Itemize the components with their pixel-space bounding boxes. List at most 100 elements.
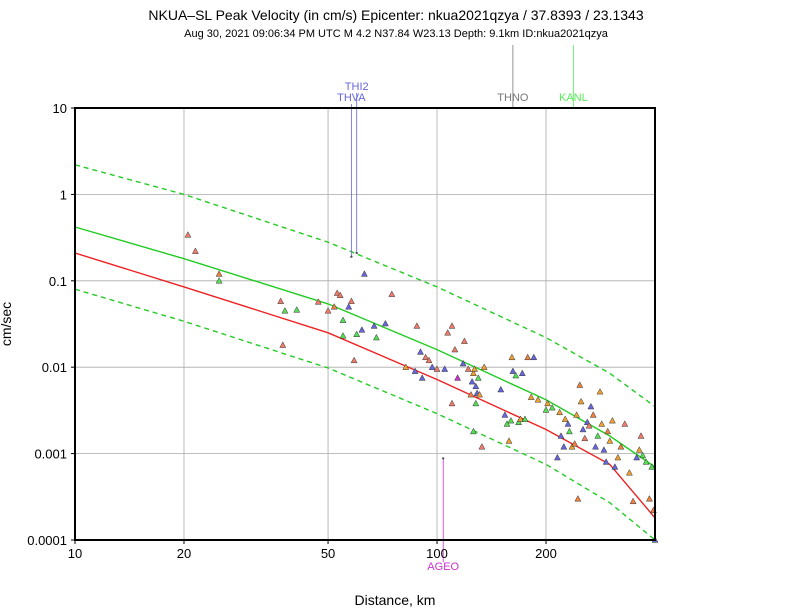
prediction-curves xyxy=(74,164,656,541)
station-marker xyxy=(355,251,358,255)
data-point xyxy=(534,396,542,403)
data-point xyxy=(503,420,511,427)
data-point xyxy=(530,353,538,361)
data-point xyxy=(598,420,606,427)
data-point xyxy=(621,420,629,427)
data-point xyxy=(480,363,488,370)
data-point xyxy=(515,418,523,425)
data-point xyxy=(402,363,410,370)
data-point xyxy=(277,297,285,304)
station-marker xyxy=(350,255,353,258)
data-point xyxy=(642,458,650,465)
data-point xyxy=(381,319,389,327)
data-point xyxy=(451,345,459,353)
data-point xyxy=(454,374,462,381)
data-point xyxy=(478,443,486,450)
data-point xyxy=(281,307,289,314)
data-point xyxy=(333,289,341,296)
data-point xyxy=(215,277,223,284)
curve-reference xyxy=(74,252,656,519)
data-point xyxy=(614,453,622,461)
data-point xyxy=(633,453,641,461)
data-point xyxy=(592,443,599,450)
data-point xyxy=(330,303,338,310)
data-point xyxy=(564,420,572,427)
data-point xyxy=(524,353,532,361)
data-point xyxy=(579,425,587,433)
data-point xyxy=(560,443,568,450)
data-point xyxy=(460,337,468,344)
y-tick-label: 0.0001 xyxy=(27,533,67,548)
data-point xyxy=(184,231,192,238)
data-point xyxy=(339,332,347,339)
data-point xyxy=(571,440,579,447)
data-point xyxy=(509,367,517,374)
data-point xyxy=(518,369,526,376)
station-label: THVA xyxy=(337,92,366,104)
data-point xyxy=(604,427,612,435)
data-point xyxy=(464,365,472,372)
data-point xyxy=(611,463,619,470)
station-label: THI2 xyxy=(345,81,369,93)
y-tick-label: 0.01 xyxy=(42,360,67,375)
data-point xyxy=(629,497,637,505)
data-point xyxy=(521,415,529,422)
data-point xyxy=(635,446,643,453)
data-point xyxy=(617,443,625,450)
data-point xyxy=(587,402,595,410)
plot-frame xyxy=(74,107,656,541)
curve-lower-bound xyxy=(74,288,656,541)
data-point xyxy=(507,416,515,424)
y-tick-label: 0.001 xyxy=(34,447,67,462)
data-point xyxy=(471,365,479,372)
data-point xyxy=(527,393,535,400)
data-point xyxy=(324,307,332,314)
data-point xyxy=(448,399,456,407)
data-point xyxy=(577,397,585,405)
y-tick-label: 1 xyxy=(60,187,67,202)
data-point xyxy=(314,298,322,305)
data-point xyxy=(472,382,480,390)
chart-title: NKUA–SL Peak Velocity (in cm/s) Epicente… xyxy=(148,7,643,23)
data-point xyxy=(505,437,513,444)
data-point xyxy=(602,458,610,465)
data-point xyxy=(459,359,467,367)
station-label: AGEO xyxy=(427,561,459,573)
data-point xyxy=(576,381,584,388)
data-point xyxy=(372,333,380,341)
data-point xyxy=(574,495,582,502)
data-point xyxy=(501,411,509,418)
x-axis-label: Distance, km xyxy=(355,592,436,608)
data-point xyxy=(358,326,366,333)
data-point xyxy=(542,406,550,413)
data-point xyxy=(418,374,426,381)
x-tick-label: 10 xyxy=(68,546,82,561)
data-point xyxy=(512,371,520,379)
data-point xyxy=(497,385,505,393)
data-point xyxy=(517,415,524,422)
data-point xyxy=(596,387,604,395)
x-tick-label: 100 xyxy=(426,546,448,561)
data-point xyxy=(608,416,616,424)
data-point xyxy=(350,356,358,364)
data-point xyxy=(469,369,477,376)
data-point xyxy=(561,415,569,422)
x-axis-ticks: 10 20 50 100 200 xyxy=(68,540,557,561)
data-point xyxy=(645,495,653,502)
curve-upper-bound xyxy=(74,164,656,408)
data-point xyxy=(422,353,430,361)
data-point xyxy=(345,303,353,310)
data-point xyxy=(339,316,347,323)
data-point xyxy=(556,408,564,416)
data-point xyxy=(428,363,436,370)
x-tick-label: 200 xyxy=(535,546,557,561)
data-point xyxy=(648,463,656,470)
data-point xyxy=(347,297,355,304)
grid-lines xyxy=(75,107,655,541)
data-points xyxy=(184,231,659,543)
data-point xyxy=(413,322,421,329)
data-point xyxy=(639,451,647,459)
chart-subtitle: Aug 30, 2021 09:06:34 PM UTC M 4.2 N37.8… xyxy=(184,28,609,40)
